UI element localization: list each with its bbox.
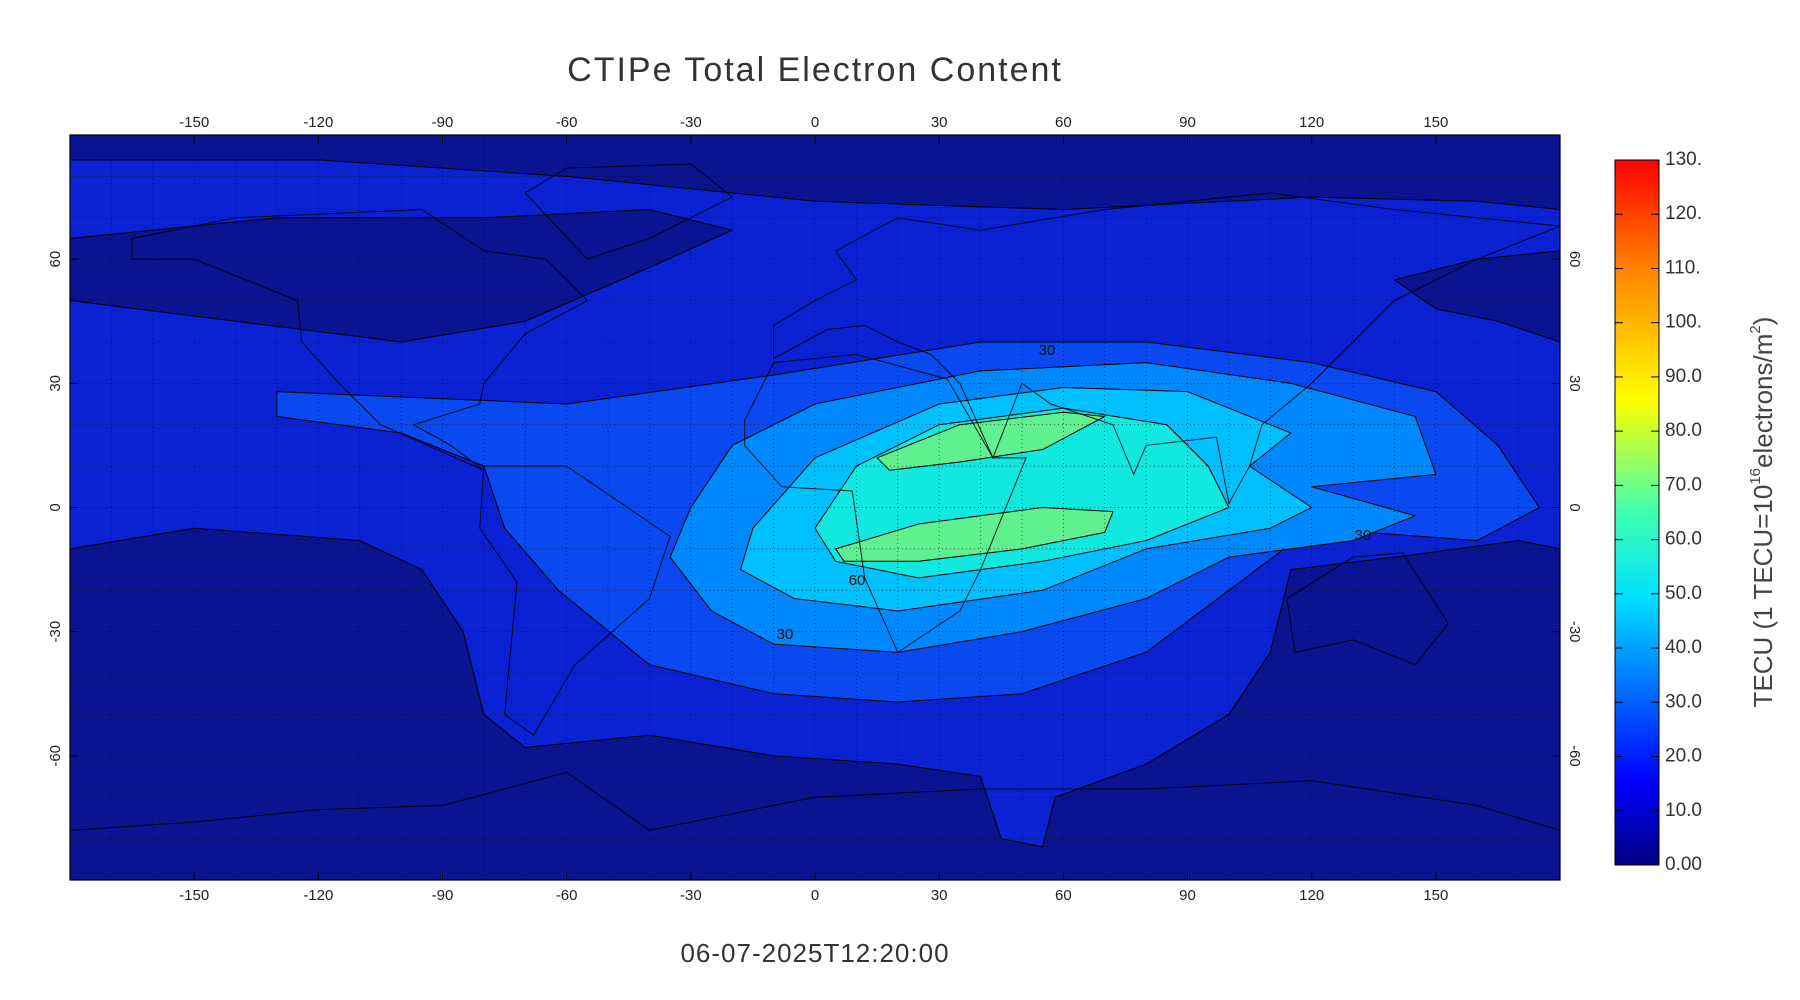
colorbar [1614,159,1660,866]
contour-label: 60 [849,572,866,589]
label-part: electrons/m [1748,334,1778,468]
x-tick-label: 90 [1179,887,1196,904]
y-tick-label: -30 [1566,621,1583,643]
x-tick-label: 90 [1179,114,1196,131]
colorbar-tick-label: 40.0 [1665,637,1702,658]
colorbar-tick-label: 120. [1665,203,1702,224]
colorbar-tick-label: 130. [1665,149,1702,170]
label-superscript: 16 [1747,468,1764,485]
x-tick-label: -120 [303,114,333,131]
x-tick-label: 60 [1055,887,1072,904]
y-tick-label: -30 [47,621,64,643]
y-tick-label: 60 [47,251,64,268]
y-tick-label: 30 [1566,375,1583,392]
contour-label: 30 [1355,527,1372,544]
x-tick-label: -90 [432,887,454,904]
y-tick-label: 30 [47,375,64,392]
colorbar-tick-label: 50.0 [1665,583,1702,604]
contour-label: 30 [777,626,794,643]
x-tick-label: -30 [680,887,702,904]
map-layers [70,135,1560,880]
label-part: TECU (1 TECU=10 [1748,485,1778,708]
x-tick-label: 30 [931,887,948,904]
colorbar-tick-label: 30.0 [1665,691,1702,712]
colorbar-tick-label: 90.0 [1665,366,1702,387]
y-tick-label: -60 [47,745,64,767]
x-tick-label: 0 [811,114,819,131]
y-tick-label: -60 [1566,745,1583,767]
y-tick-label: 60 [1566,251,1583,268]
x-tick-label: 30 [931,114,948,131]
y-tick-label: 0 [1566,503,1583,511]
colorbar-tick-label: 80.0 [1665,420,1702,441]
y-tick-label: 0 [47,503,64,511]
x-tick-label: -30 [680,114,702,131]
x-tick-label: 150 [1423,114,1448,131]
title: CTIPe Total Electron Content [567,51,1063,89]
x-tick-label: -60 [556,114,578,131]
label-part: ) [1748,317,1778,326]
contour-label: 30 [1039,342,1056,359]
colorbar-tick-label: 110. [1665,257,1701,278]
colorbar-tick-label: 60.0 [1665,529,1702,550]
x-tick-label: -120 [303,887,333,904]
x-tick-label: 0 [811,887,819,904]
x-tick-label: -150 [179,114,209,131]
x-tick-label: -60 [556,887,578,904]
x-tick-label: 60 [1055,114,1072,131]
x-tick-label: 120 [1299,114,1324,131]
timestamp: 06-07-2025T12:20:00 [680,938,949,968]
colorbar-tick-label: 20.0 [1665,746,1702,767]
map-area [70,135,1560,880]
colorbar-tick-label: 0.00 [1665,854,1702,875]
x-tick-label: 120 [1299,887,1324,904]
colorbar-tick-label: 10.0 [1665,800,1702,821]
colorbar-tick-label: 100. [1665,312,1702,333]
colorbar-label: TECU (1 TECU=1016electrons/m2) [1747,317,1778,708]
grid [70,135,1560,880]
x-tick-label: 150 [1423,887,1448,904]
colorbar-tick-label: 70.0 [1665,474,1702,495]
x-tick-label: -150 [179,887,209,904]
x-tick-label: -90 [432,114,454,131]
label-superscript: 2 [1747,325,1764,333]
